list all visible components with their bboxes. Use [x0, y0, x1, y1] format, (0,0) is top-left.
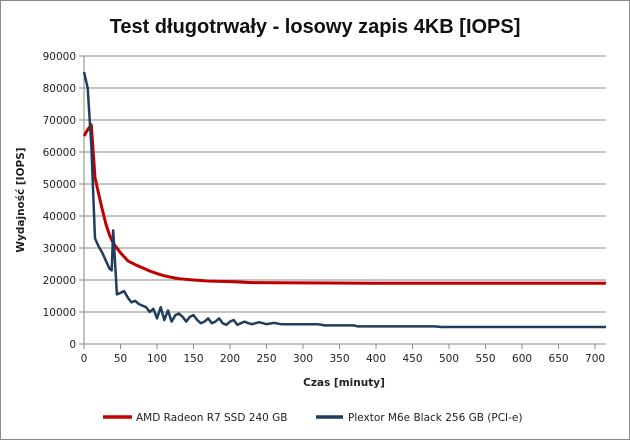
y-tick-label: 20000 — [43, 275, 76, 287]
x-tick-label: 550 — [476, 353, 496, 365]
y-tick-label: 90000 — [43, 51, 76, 63]
x-tick-label: 650 — [549, 353, 569, 365]
x-tick-label: 500 — [439, 353, 459, 365]
x-tick-label: 200 — [220, 353, 240, 365]
y-tick-label: 30000 — [43, 243, 76, 255]
x-tick-label: 300 — [293, 353, 313, 365]
y-tick-label: 60000 — [43, 147, 76, 159]
y-tick-label: 70000 — [43, 115, 76, 127]
y-tick-label: 0 — [69, 339, 76, 351]
x-tick-label: 600 — [512, 353, 532, 365]
x-tick-label: 350 — [330, 353, 350, 365]
chart-title: Test długotrwały - losowy zapis 4KB [IOP… — [110, 16, 521, 38]
x-tick-label: 100 — [147, 353, 167, 365]
y-axis-label: Wydajność [IOPS] — [15, 147, 27, 252]
legend: AMD Radeon R7 SSD 240 GB Plextor M6e Blac… — [103, 412, 522, 424]
y-tick-label: 10000 — [43, 307, 76, 319]
y-tick-label: 80000 — [43, 83, 76, 95]
x-axis-label: Czas [minuty] — [303, 377, 385, 389]
legend-label-1: AMD Radeon R7 SSD 240 GB — [136, 412, 288, 424]
series-line-2 — [82, 71, 606, 329]
y-tick-labels: 0 10000 20000 30000 40000 50000 60000 70000 8000… — [43, 51, 76, 351]
x-tick-labels: 0 50 100 150 200 250 300 350 400 450 500 550 600 650 7… — [81, 353, 605, 365]
grid — [79, 55, 606, 349]
x-tick-label: 0 — [81, 353, 88, 365]
x-tick-label: 400 — [366, 353, 386, 365]
y-tick-label: 50000 — [43, 179, 76, 191]
legend-label-2: Plextor M6e Black 256 GB (PCI-e) — [348, 412, 522, 424]
x-tick-label: 700 — [585, 353, 605, 365]
x-tick-label: 250 — [256, 353, 276, 365]
y-tick-label: 40000 — [43, 211, 76, 223]
x-tick-label: 50 — [114, 353, 127, 365]
x-tick-label: 150 — [183, 353, 203, 365]
series-line-1 — [82, 123, 606, 285]
x-tick-label: 450 — [403, 353, 423, 365]
series-lines — [82, 71, 606, 329]
